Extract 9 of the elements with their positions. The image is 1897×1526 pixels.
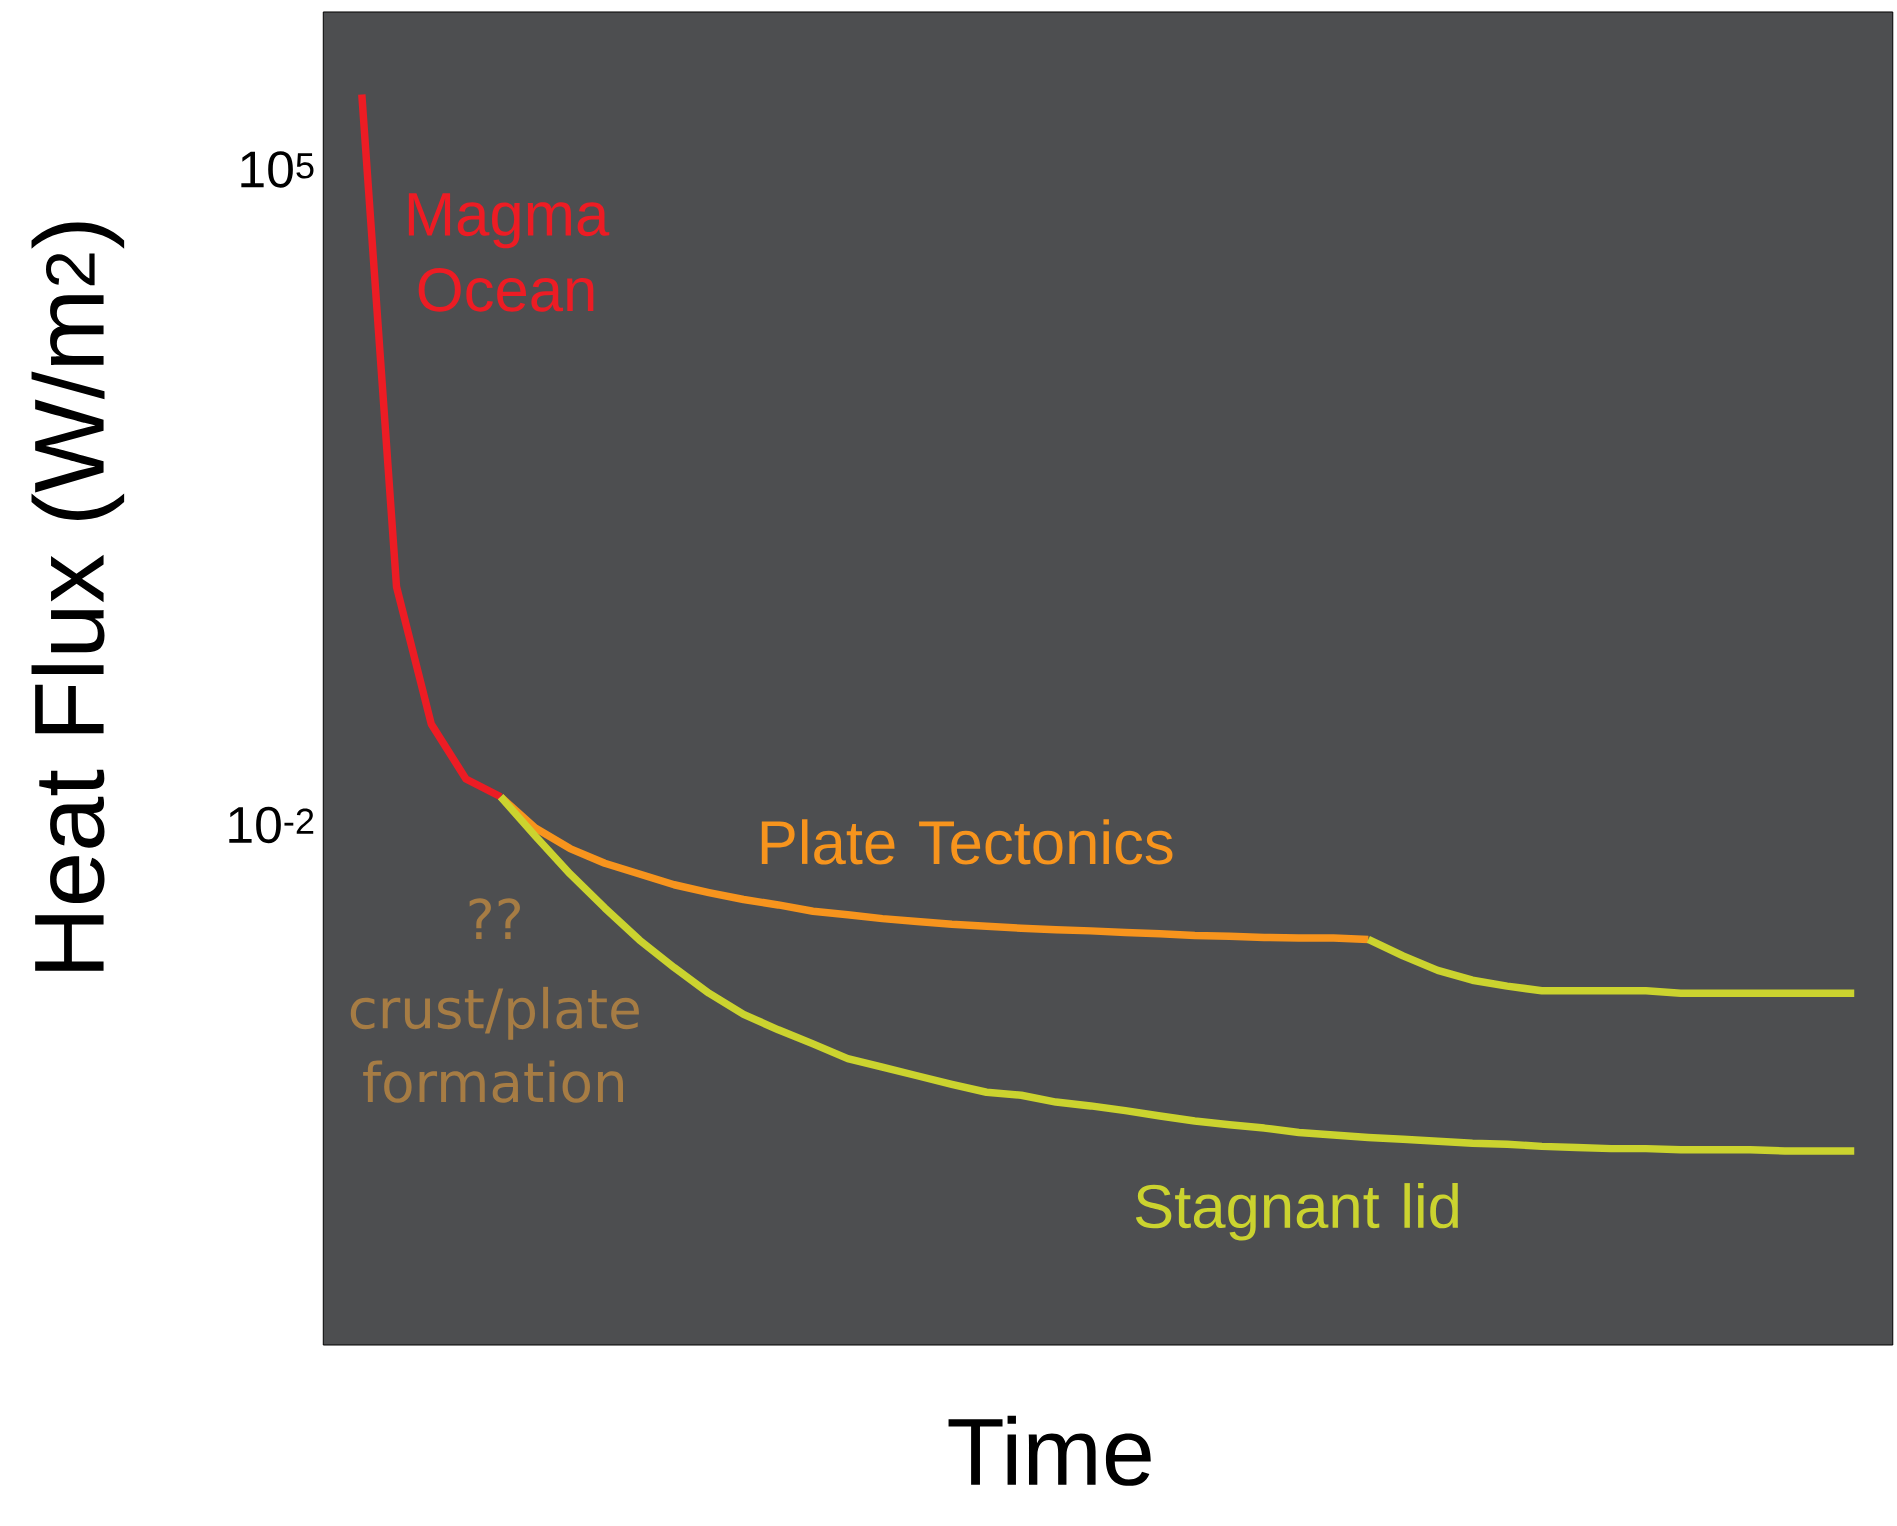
series-label: Stagnant lid <box>1135 1183 1458 1241</box>
series-label: Plate Tectonics <box>761 819 1173 865</box>
y-tick-label: 10$^{-2}$ <box>229 806 314 844</box>
y-axis-title: Heat Flux (W/m$^{2}$) <box>31 222 125 972</box>
annotation: crust/plate formation <box>350 987 639 1103</box>
annotation: ?? <box>469 898 520 940</box>
x-axis-title: Time <box>948 1415 1151 1487</box>
y-tick-label: 10$^{5}$ <box>241 151 314 188</box>
series-label: Magma Ocean <box>408 193 610 312</box>
